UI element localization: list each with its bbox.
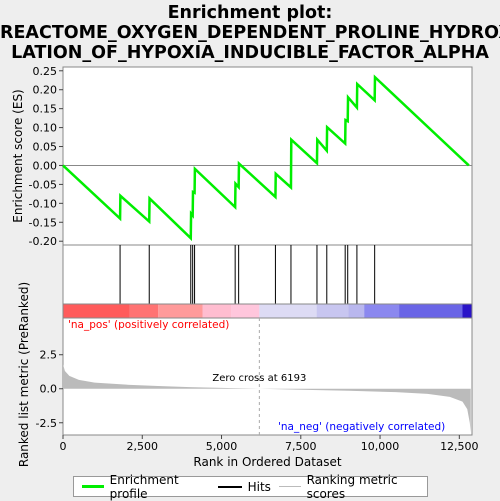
es-y-tick-label: -0.05 bbox=[29, 178, 57, 191]
metric-y-tick-label: 0.0 bbox=[40, 383, 58, 396]
x-tick-label: 7,500 bbox=[285, 440, 317, 453]
heat-segment bbox=[259, 304, 317, 318]
zero-cross-label: Zero cross at 6193 bbox=[212, 373, 306, 384]
x-tick-label: 10,000 bbox=[361, 440, 400, 453]
x-tick-label: 2,500 bbox=[127, 440, 159, 453]
heat-segment bbox=[231, 304, 260, 318]
es-y-tick-label: 0.15 bbox=[33, 103, 58, 116]
legend-metric-label: Ranking metric scores bbox=[306, 472, 398, 501]
legend-es-swatch bbox=[82, 485, 104, 488]
heat-segment bbox=[348, 304, 365, 318]
hits-panel bbox=[62, 244, 473, 305]
heat-segment bbox=[316, 304, 349, 318]
es-y-tick-label: 0.20 bbox=[33, 84, 58, 97]
metric-y-tick-label: -2.5 bbox=[36, 417, 57, 430]
metric-panel bbox=[62, 317, 473, 436]
es-y-tick-label: 0.25 bbox=[33, 65, 58, 78]
neg-correlated-label: 'na_neg' (negatively correlated) bbox=[278, 421, 445, 433]
metric-y-tick-label: 2.5 bbox=[40, 349, 58, 362]
heat-segment bbox=[158, 304, 203, 318]
heat-segment bbox=[63, 304, 130, 318]
x-axis-label: Rank in Ordered Dataset bbox=[193, 455, 341, 469]
heat-segment bbox=[462, 304, 472, 318]
heat-segment bbox=[202, 304, 232, 318]
plot-title-line-3: LATION_OF_HYPOXIA_INDUCIBLE_FACTOR_ALPHA bbox=[11, 43, 489, 63]
metric-y-axis-label: Ranked list metric (PreRanked) bbox=[17, 282, 31, 467]
heat-segment bbox=[364, 304, 400, 318]
es-y-tick-label: -0.20 bbox=[29, 235, 57, 248]
es-y-tick-label: -0.15 bbox=[29, 216, 57, 229]
legend-item-hits: Hits bbox=[217, 479, 271, 494]
es-y-tick-label: 0.10 bbox=[33, 122, 58, 135]
legend-item-es: Enrichment profile bbox=[82, 473, 210, 501]
legend-hits-label: Hits bbox=[247, 479, 271, 494]
es-y-tick-label: 0.05 bbox=[33, 141, 58, 154]
legend-hits-swatch bbox=[217, 485, 242, 488]
x-tick-label: 0 bbox=[60, 440, 67, 453]
plot-title-line-2: REACTOME_OXYGEN_DEPENDENT_PROLINE_HYDROX… bbox=[0, 23, 500, 43]
es-y-axis-label: Enrichment score (ES) bbox=[11, 89, 25, 222]
x-tick-label: 5,000 bbox=[206, 440, 238, 453]
heat-segment bbox=[399, 304, 463, 318]
es-curve bbox=[62, 74, 470, 242]
legend-metric-swatch bbox=[278, 486, 301, 487]
es-panel bbox=[62, 66, 473, 246]
legend-item-metric: Ranking metric scores bbox=[278, 472, 427, 501]
x-tick-label: 12,500 bbox=[440, 440, 479, 453]
legend: Enrichment profile Hits Ranking metric s… bbox=[73, 473, 428, 501]
legend-es-label: Enrichment profile bbox=[109, 472, 179, 501]
es-y-tick-label: 0.00 bbox=[33, 159, 58, 172]
plot-title-line-1: Enrichment plot: bbox=[167, 3, 333, 23]
heat-segment bbox=[129, 304, 159, 318]
es-y-tick-label: -0.10 bbox=[29, 197, 57, 210]
pos-correlated-label: 'na_pos' (positively correlated) bbox=[68, 319, 229, 331]
